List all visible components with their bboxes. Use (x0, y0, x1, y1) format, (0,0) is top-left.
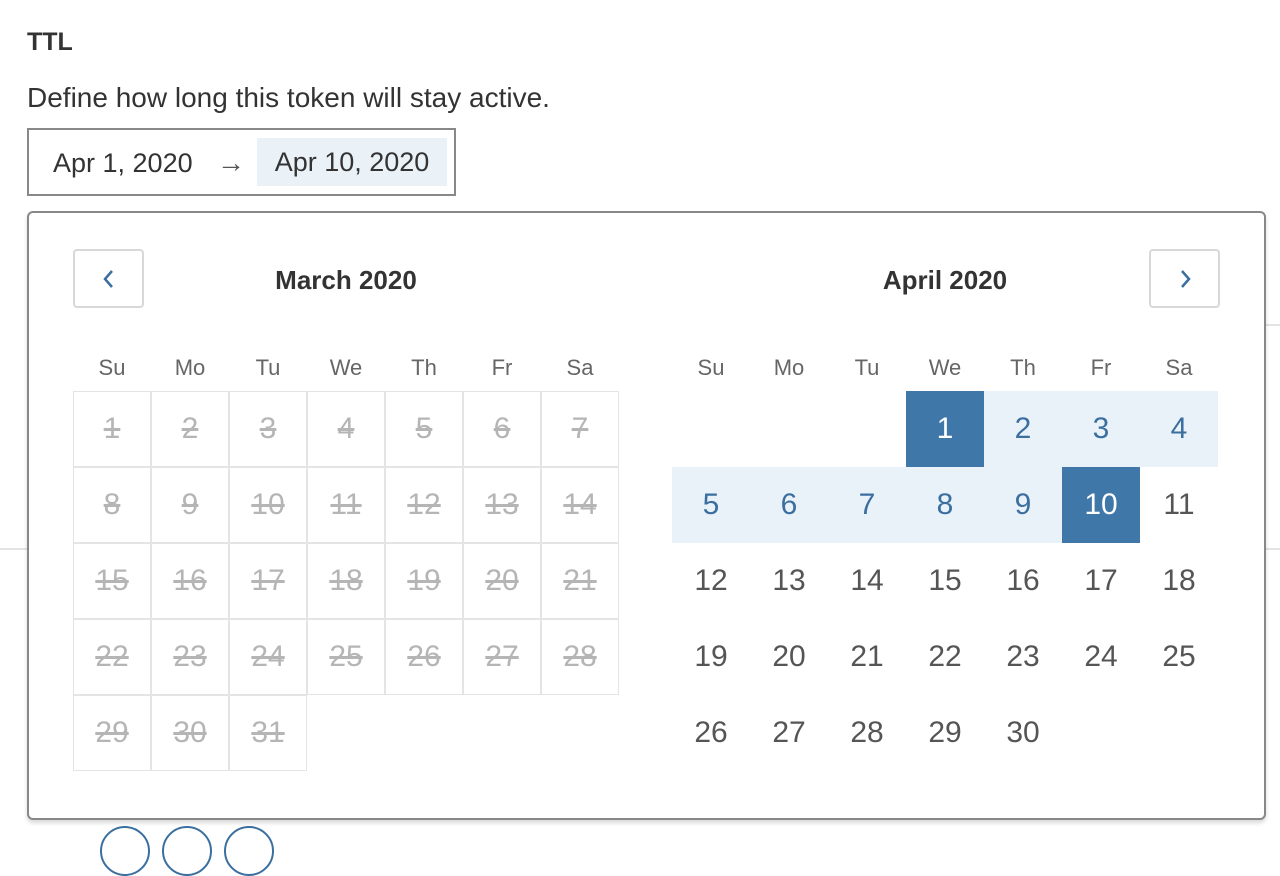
day-cell[interactable]: 22 (928, 640, 962, 673)
day-cell[interactable]: 26 (694, 716, 728, 749)
day-cell-disabled: 5 (385, 391, 463, 467)
day-cell[interactable]: 14 (850, 564, 884, 597)
day-cell-disabled: 31 (229, 695, 307, 771)
day-cell[interactable]: 25 (1162, 640, 1196, 673)
day-cell-in-range[interactable]: 6 (750, 467, 828, 543)
chevron-right-icon (1180, 269, 1191, 288)
weekday-header: Mo (174, 355, 206, 380)
date-picker-popup: March 2020 April 2020 Su Mo Tu We Th Fr Sa 1 2 3 4… (27, 211, 1266, 820)
day-cell[interactable]: 12 (694, 564, 728, 597)
day-cell-disabled: 24 (229, 619, 307, 695)
weekday-header: Sa (566, 355, 594, 380)
day-cell-disabled: 17 (229, 543, 307, 619)
day-cell[interactable]: 23 (1006, 640, 1040, 673)
day-cell-disabled: 14 (541, 467, 619, 543)
day-cell-disabled: 4 (307, 391, 385, 467)
weekday-header: We (329, 355, 363, 380)
day-cell[interactable]: 15 (928, 564, 962, 597)
day-cell-disabled: 30 (151, 695, 229, 771)
day-cell-disabled: 20 (463, 543, 541, 619)
day-cell-disabled: 11 (307, 467, 385, 543)
weekday-header: Su (98, 355, 126, 380)
weekday-header: Su (697, 355, 725, 380)
day-cell-disabled: 1 (73, 391, 151, 467)
day-cell-selected[interactable]: 1 (906, 391, 984, 467)
next-month-button[interactable] (1149, 249, 1220, 308)
day-cell-disabled: 19 (385, 543, 463, 619)
background-divider (1266, 324, 1280, 326)
day-cell[interactable]: 30 (1006, 716, 1040, 749)
ttl-description: Define how long this token will stay act… (27, 82, 550, 113)
day-cell-disabled: 3 (229, 391, 307, 467)
background-circle-icon (162, 826, 212, 876)
end-date-field[interactable]: Apr 10, 2020 (257, 138, 447, 186)
day-cell-disabled: 2 (151, 391, 229, 467)
chevron-left-icon (102, 269, 113, 288)
weekday-header: Fr (1090, 355, 1112, 380)
day-cell-disabled: 9 (151, 467, 229, 543)
day-cell-disabled: 28 (541, 619, 619, 695)
ttl-heading: TTL (27, 28, 73, 56)
day-cell-disabled: 29 (73, 695, 151, 771)
day-cell-in-range[interactable]: 8 (906, 467, 984, 543)
weekday-header: Sa (1165, 355, 1193, 380)
day-cell[interactable]: 21 (850, 640, 884, 673)
day-cell-disabled: 22 (73, 619, 151, 695)
day-cell[interactable]: 18 (1162, 564, 1196, 597)
day-cell-in-range[interactable]: 3 (1062, 391, 1140, 467)
day-cell-disabled: 10 (229, 467, 307, 543)
arrow-right-icon: → (217, 147, 245, 178)
weekday-header: Tu (854, 355, 880, 380)
background-circle-icon (224, 826, 274, 876)
day-cell-in-range[interactable]: 2 (984, 391, 1062, 467)
day-cell-disabled: 8 (73, 467, 151, 543)
day-cell-in-range[interactable]: 5 (672, 467, 750, 543)
weekday-header: Th (1010, 355, 1036, 380)
day-cell-disabled: 16 (151, 543, 229, 619)
day-cell-disabled: 7 (541, 391, 619, 467)
day-cell[interactable]: 19 (694, 640, 728, 673)
day-cell-disabled: 6 (463, 391, 541, 467)
day-cell-selected[interactable]: 10 (1062, 467, 1140, 543)
weekday-header: We (928, 355, 962, 380)
weekday-header: Fr (491, 355, 513, 380)
day-cell-in-range[interactable]: 9 (984, 467, 1062, 543)
day-cell-disabled: 12 (385, 467, 463, 543)
day-cell-in-range[interactable]: 4 (1140, 391, 1218, 467)
day-cell-disabled: 21 (541, 543, 619, 619)
day-cell-disabled: 15 (73, 543, 151, 619)
day-cell[interactable]: 24 (1084, 640, 1118, 673)
day-cell[interactable]: 11 (1163, 488, 1195, 521)
day-cell[interactable]: 27 (772, 716, 806, 749)
date-range-input[interactable]: Apr 1, 2020 → Apr 10, 2020 (27, 128, 456, 196)
month-title: April 2020 (882, 265, 1008, 295)
day-cell-disabled: 27 (463, 619, 541, 695)
day-cell[interactable]: 13 (772, 564, 806, 597)
weekday-header: Tu (255, 355, 281, 380)
weekday-header: Th (411, 355, 437, 380)
month-title: March 2020 (275, 265, 417, 295)
day-cell-disabled: 23 (151, 619, 229, 695)
weekday-header: Mo (773, 355, 805, 380)
day-cell[interactable]: 16 (1006, 564, 1040, 597)
background-circle-icon (100, 826, 150, 876)
day-cell-disabled: 13 (463, 467, 541, 543)
prev-month-button[interactable] (73, 249, 144, 308)
day-cell[interactable]: 17 (1084, 564, 1118, 597)
day-cell-in-range[interactable]: 7 (828, 467, 906, 543)
start-date-field[interactable]: Apr 1, 2020 (53, 148, 193, 178)
day-cell-disabled: 25 (307, 619, 385, 695)
day-cell-disabled: 18 (307, 543, 385, 619)
day-cell[interactable]: 20 (772, 640, 806, 673)
day-cell[interactable]: 29 (928, 716, 962, 749)
day-cell-disabled: 26 (385, 619, 463, 695)
day-cell[interactable]: 28 (850, 716, 884, 749)
